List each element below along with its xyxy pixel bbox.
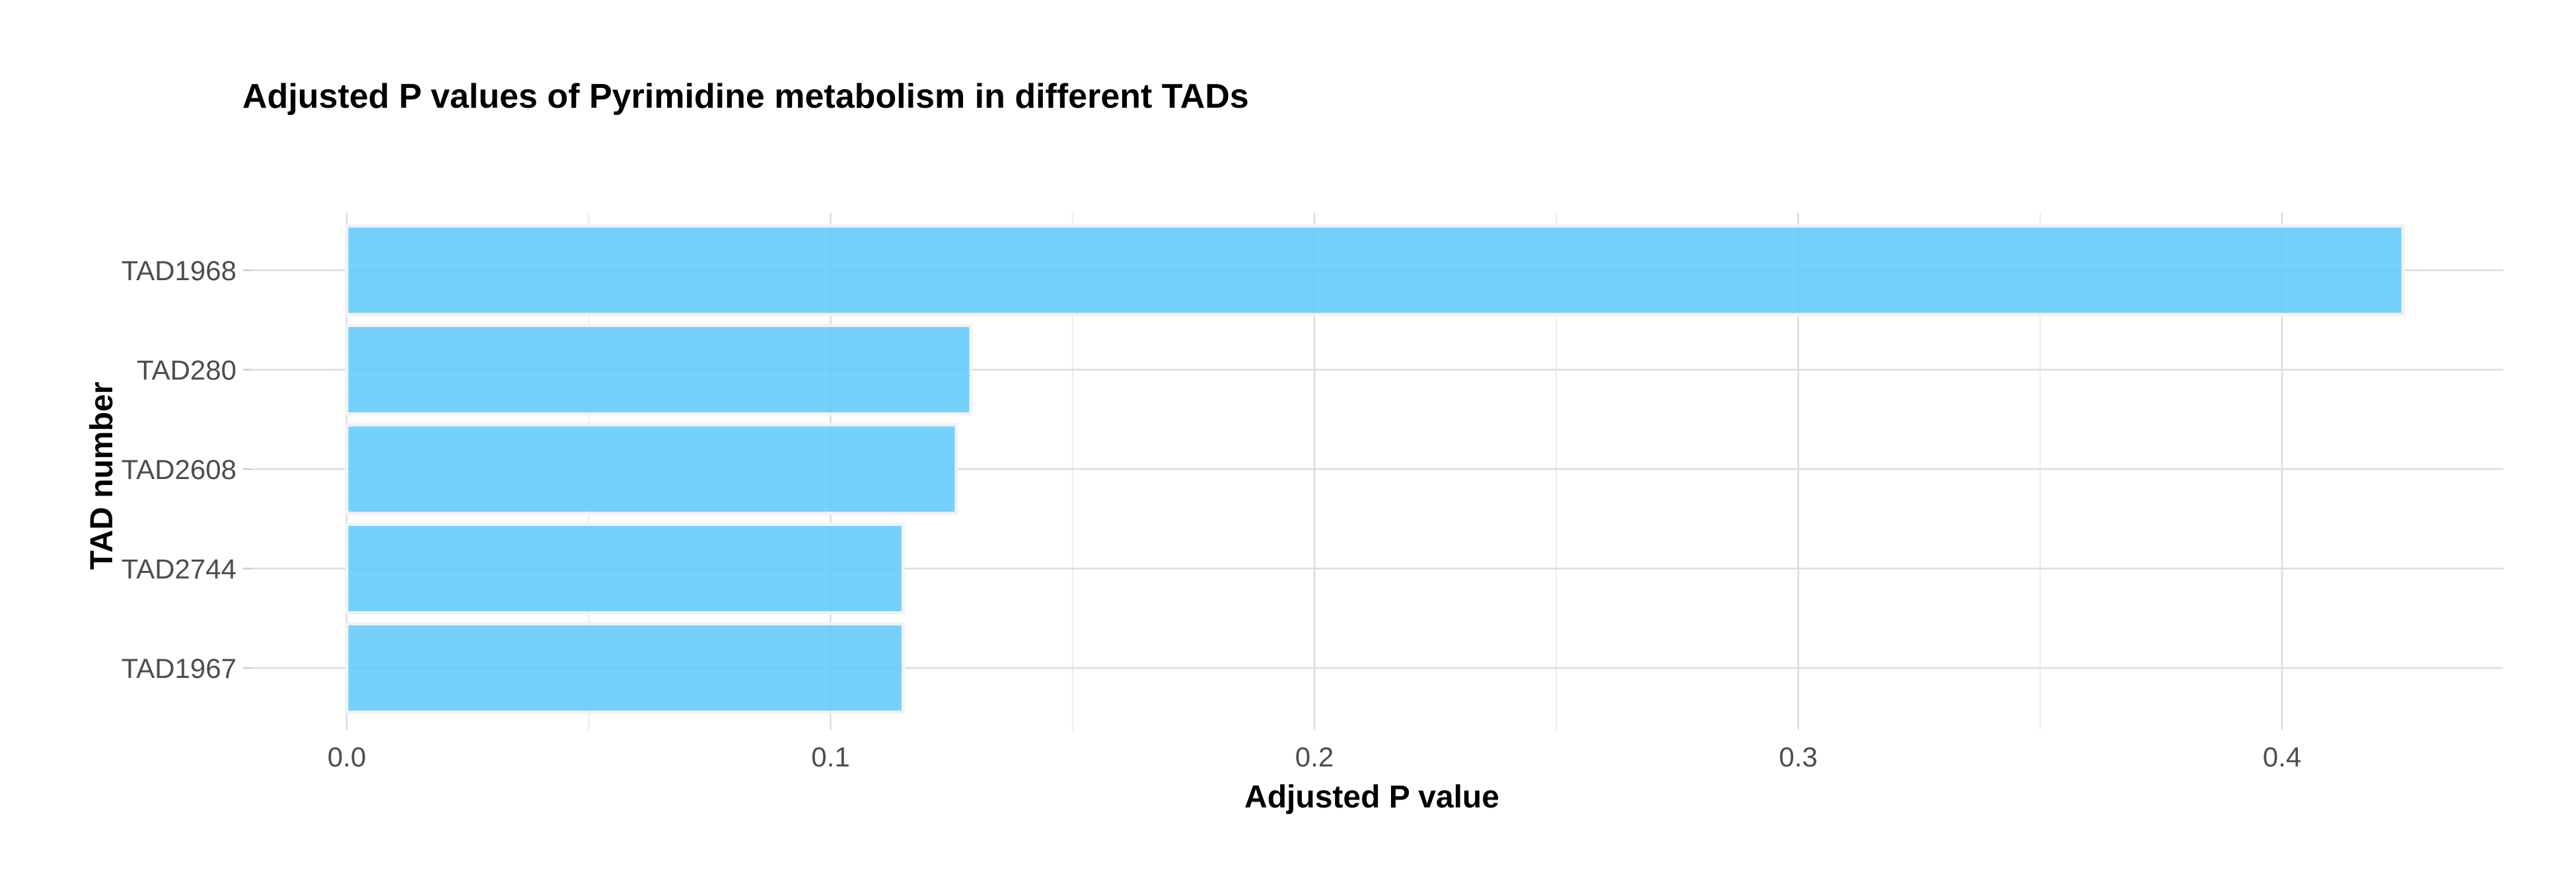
bars (345, 224, 2405, 714)
x-tick-label: 0.2 (1295, 741, 1334, 772)
y-axis-ticks: TAD1968 TAD280 TAD2608 TAD2744 TAD1967 (122, 255, 251, 684)
bar-tad280 (345, 324, 973, 416)
x-tick-label: 0.3 (1779, 741, 1817, 772)
y-tick-label: TAD1967 (122, 653, 236, 684)
x-tick-label: 0.1 (811, 741, 849, 772)
x-tick-label: 0.0 (328, 741, 366, 772)
y-tick-label: TAD280 (137, 355, 236, 386)
x-axis-ticks: 0.0 0.1 0.2 0.3 0.4 (328, 741, 2301, 772)
y-tick-label: TAD2744 (122, 554, 236, 585)
bar-tad1968 (345, 224, 2405, 316)
chart-title: Adjusted P values of Pyrimidine metaboli… (242, 77, 1249, 116)
y-tick-label: TAD2608 (122, 454, 236, 485)
y-tick-label: TAD1968 (122, 255, 236, 286)
y-axis-label: TAD number (85, 382, 120, 570)
bar-tad2744 (345, 523, 905, 614)
bar-tad1967 (345, 622, 905, 714)
x-axis-label: Adjusted P value (1244, 780, 1499, 815)
bar-tad2608 (345, 423, 958, 515)
x-tick-label: 0.4 (2263, 741, 2301, 772)
